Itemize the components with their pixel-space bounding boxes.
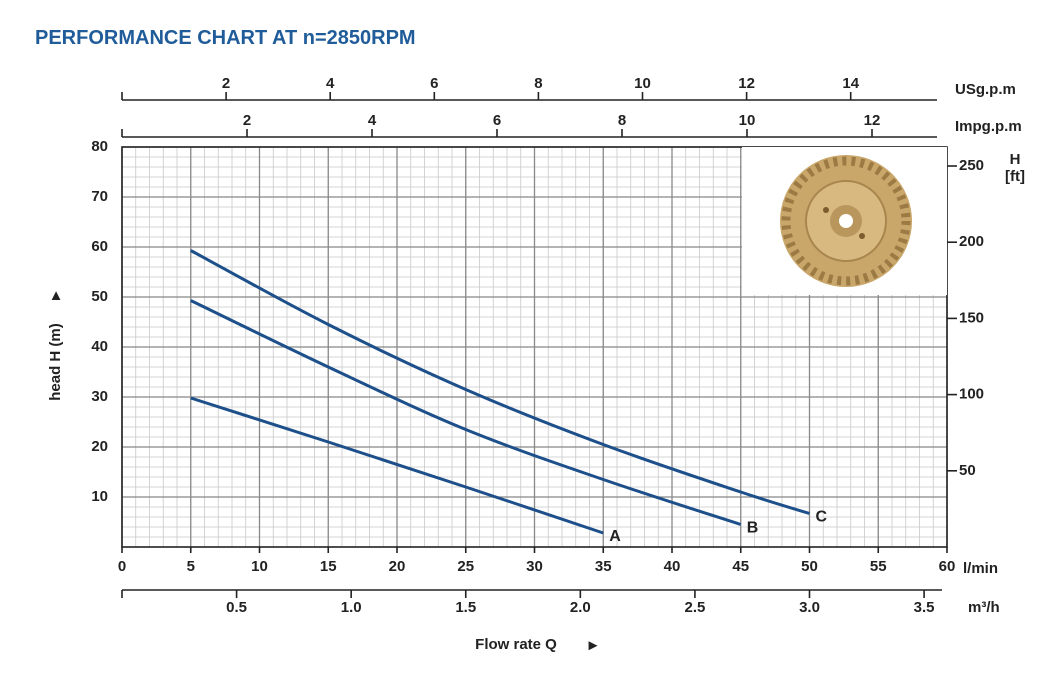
secondary-tick-label: 6 <box>430 75 438 92</box>
secondary-tick-label: 10 <box>739 112 756 129</box>
secondary-tick-label: 12 <box>864 112 881 129</box>
secondary-tick-label: 2 <box>222 75 230 92</box>
y-tick-label: 60 <box>91 238 108 255</box>
secondary-tick-label: 3.0 <box>799 599 820 616</box>
y-tick-label: 10 <box>91 488 108 505</box>
x-tick-label: 0 <box>118 558 126 575</box>
curve-label: B <box>747 520 759 537</box>
y2-unit: [ft] <box>1005 168 1025 185</box>
x-tick-label: 55 <box>870 558 887 575</box>
y2-tick-label: 250 <box>959 157 984 174</box>
secondary-unit: m³/h <box>968 599 1000 616</box>
x-unit: l/min <box>963 560 998 577</box>
y2-label: H <box>1010 151 1021 168</box>
x-arrow: ► <box>586 637 601 654</box>
x-tick-label: 40 <box>664 558 681 575</box>
curve <box>190 299 742 526</box>
y-tick-label: 70 <box>91 188 108 205</box>
y-arrow: ▲ <box>49 287 64 304</box>
secondary-tick-label: 4 <box>368 112 377 129</box>
x-label: Flow rate Q <box>475 636 557 653</box>
secondary-tick-label: 3.5 <box>914 599 935 616</box>
secondary-tick-label: 8 <box>618 112 626 129</box>
secondary-tick-label: 6 <box>493 112 501 129</box>
secondary-tick-label: 12 <box>738 75 755 92</box>
y2-tick-label: 150 <box>959 309 984 326</box>
secondary-tick-label: 2.0 <box>570 599 591 616</box>
secondary-tick-label: 8 <box>534 75 542 92</box>
secondary-unit: Impg.p.m <box>955 118 1022 135</box>
curve-label: A <box>609 528 621 545</box>
x-tick-label: 60 <box>939 558 956 575</box>
secondary-tick-label: 1.0 <box>341 599 362 616</box>
curve <box>190 396 604 535</box>
secondary-tick-label: 2 <box>243 112 251 129</box>
x-tick-label: 5 <box>187 558 195 575</box>
x-tick-label: 30 <box>526 558 543 575</box>
x-tick-label: 15 <box>320 558 337 575</box>
plot-frame <box>121 146 948 548</box>
secondary-tick-label: 14 <box>842 75 859 92</box>
curve <box>190 249 810 515</box>
secondary-tick-label: 10 <box>634 75 651 92</box>
x-tick-label: 25 <box>457 558 474 575</box>
y-tick-label: 30 <box>91 388 108 405</box>
secondary-tick-label: 4 <box>326 75 335 92</box>
y-tick-label: 50 <box>91 288 108 305</box>
secondary-tick-label: 0.5 <box>226 599 247 616</box>
curve-label: C <box>816 509 828 526</box>
y-tick-label: 40 <box>91 338 108 355</box>
y2-tick-label: 200 <box>959 233 984 250</box>
secondary-tick-label: 2.5 <box>684 599 705 616</box>
y-tick-label: 80 <box>91 138 108 155</box>
x-tick-label: 45 <box>732 558 749 575</box>
x-tick-label: 35 <box>595 558 612 575</box>
chart-title: PERFORMANCE CHART AT n=2850RPM <box>35 27 416 49</box>
x-tick-label: 50 <box>801 558 818 575</box>
y-label: head H (m) <box>47 323 64 401</box>
x-tick-label: 10 <box>251 558 268 575</box>
secondary-tick-label: 1.5 <box>455 599 476 616</box>
y2-tick-label: 100 <box>959 386 984 403</box>
y2-tick-label: 50 <box>959 462 976 479</box>
impeller-photo <box>742 147 947 295</box>
secondary-unit: USg.p.m <box>955 81 1016 98</box>
x-tick-label: 20 <box>389 558 406 575</box>
y-tick-label: 20 <box>91 438 108 455</box>
